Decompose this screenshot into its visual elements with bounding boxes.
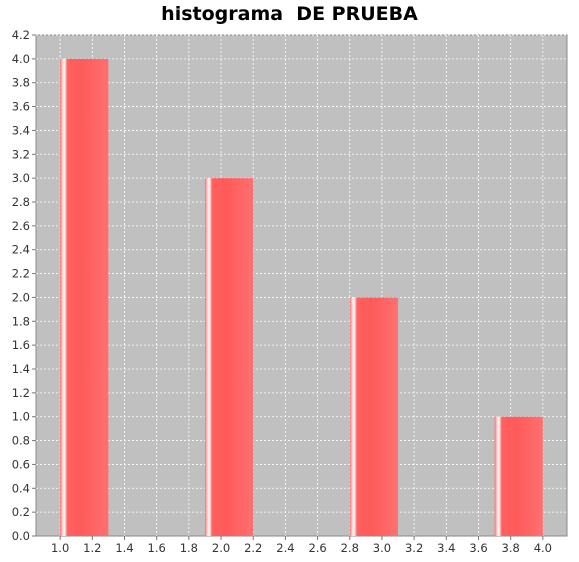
- y-tick-label: 3.6: [12, 100, 30, 114]
- y-tick-label: 3.8: [12, 76, 30, 90]
- x-tick-label: 3.4: [437, 541, 455, 555]
- x-tick-label: 1.6: [148, 541, 166, 555]
- y-tick-label: 4.2: [12, 28, 30, 42]
- x-tick-label: 1.2: [83, 541, 101, 555]
- histogram-bar: [60, 58, 109, 536]
- y-tick-label: 0.0: [12, 529, 30, 543]
- chart-title: histograma DE PRUEBA: [161, 3, 418, 25]
- x-tick-label: 1.0: [51, 541, 69, 555]
- x-tick-label: 1.4: [115, 541, 133, 555]
- y-tick-label: 2.6: [12, 219, 30, 233]
- grid-lines: [36, 34, 567, 536]
- x-tick-label: 1.8: [180, 541, 198, 555]
- bars: [60, 58, 543, 536]
- x-tick-label: 2.6: [308, 541, 326, 555]
- y-tick-label: 3.2: [12, 147, 30, 161]
- x-tick-label: 2.8: [341, 541, 359, 555]
- y-tick-label: 0.4: [12, 481, 30, 495]
- y-tick-label: 1.8: [12, 314, 30, 328]
- y-tick-label: 3.0: [12, 171, 30, 185]
- y-tick-label: 0.8: [12, 434, 30, 448]
- y-tick-label: 4.0: [12, 52, 30, 66]
- y-tick-label: 1.4: [12, 362, 30, 376]
- histogram-bar: [204, 178, 254, 536]
- y-tick-label: 2.8: [12, 195, 30, 209]
- y-tick-label: 1.6: [12, 338, 30, 352]
- x-tick-label: 3.8: [502, 541, 520, 555]
- y-axis: 0.0 0.2 0.4 0.6 0.8 1.0 1.2 1.4 1.6 1.8 2.0 2.2 2.4 2…: [12, 28, 36, 543]
- x-tick-label: 2.0: [212, 541, 230, 555]
- y-tick-label: 1.0: [12, 410, 30, 424]
- x-tick-label: 3.0: [373, 541, 391, 555]
- y-tick-label: 0.6: [12, 457, 30, 471]
- x-tick-label: 3.6: [469, 541, 487, 555]
- y-tick-label: 1.2: [12, 386, 30, 400]
- y-tick-label: 3.4: [12, 123, 30, 137]
- y-tick-label: 2.4: [12, 243, 30, 257]
- x-tick-label: 2.4: [276, 541, 294, 555]
- x-tick-label: 3.2: [405, 541, 423, 555]
- x-tick-label: 2.2: [244, 541, 262, 555]
- histogram-bar: [494, 416, 543, 536]
- x-tick-label: 4.0: [534, 541, 552, 555]
- y-tick-label: 0.2: [12, 505, 30, 519]
- histogram-bar: [349, 297, 399, 536]
- y-tick-label: 2.2: [12, 267, 30, 281]
- plot-area: [35, 34, 568, 537]
- y-tick-label: 2.0: [12, 290, 30, 304]
- x-axis: 1.0 1.2 1.4 1.6 1.8 2.0 2.2 2.4 2.6 2.8 3.0 3.2 3.4 3…: [51, 536, 552, 555]
